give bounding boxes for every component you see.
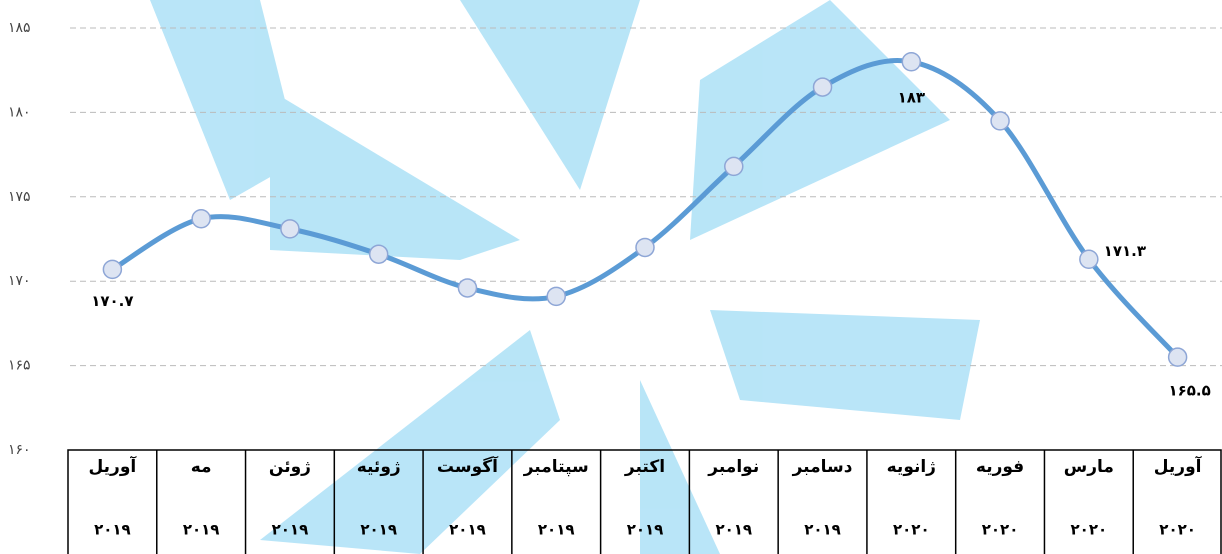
- y-tick-label: ۱۷۰: [8, 273, 31, 289]
- x-tick-label: آوریل: [89, 455, 138, 477]
- value-label: ۱۶۵.۵: [1168, 382, 1210, 400]
- x-tick-label: ژانویه: [887, 457, 936, 477]
- x-tick-label: آگوست: [437, 455, 499, 477]
- x-tick-year: ۲۰۱۹: [360, 521, 397, 539]
- x-tick-year: ۲۰۲۰: [982, 521, 1019, 539]
- x-tick-year: ۲۰۲۰: [1071, 521, 1108, 539]
- table-frame: [67, 449, 1222, 554]
- y-tick-label: ۱۷۵: [8, 189, 31, 205]
- x-tick-label: نوامبر: [707, 457, 759, 477]
- x-tick-year: ۲۰۲۰: [893, 521, 930, 539]
- point: [635, 237, 655, 258]
- point: [102, 259, 123, 280]
- x-tick-year: ۲۰۲۰: [1159, 521, 1196, 539]
- x-tick-year: ۲۰۱۹: [538, 521, 575, 539]
- x-tick-year: ۲۰۱۹: [449, 521, 486, 539]
- x-tick-label: فوریه: [976, 457, 1024, 477]
- point: [191, 208, 211, 229]
- x-tick-label: مارس: [1064, 457, 1114, 477]
- y-tick-label: ۱۸۰: [8, 104, 31, 120]
- x-tick-label: دسامبر: [792, 457, 853, 477]
- x-tick-year: ۲۰۱۹: [272, 521, 309, 539]
- x-tick-label: مه: [191, 457, 212, 477]
- value-label: ۱۷۱.۳: [1104, 242, 1146, 260]
- x-tick-label: آوریل: [1154, 455, 1203, 477]
- x-tick-label: اکتبر: [624, 457, 665, 477]
- x-tick-year: ۲۰۱۹: [183, 521, 220, 539]
- point: [724, 156, 744, 177]
- x-tick-year: ۲۰۱۹: [94, 521, 131, 539]
- point: [1167, 347, 1188, 367]
- value-label: ۱۷۰.۷: [91, 292, 133, 310]
- watermark: [150, 0, 980, 554]
- x-tick-label: سپتامبر: [523, 457, 589, 477]
- point: [368, 244, 389, 264]
- point: [546, 286, 566, 307]
- x-tick-year: ۲۰۱۹: [627, 521, 664, 539]
- y-tick-label: ۱۶۵: [8, 358, 31, 374]
- x-tick-year: ۲۰۱۹: [804, 521, 841, 539]
- value-label: ۱۸۳: [898, 88, 925, 106]
- y-tick-label: ۱۶۰: [8, 442, 31, 458]
- x-tick-year: ۲۰۱۹: [715, 521, 752, 539]
- x-tick-label: ژوئن: [269, 457, 311, 477]
- point: [1079, 249, 1099, 270]
- y-tick-label: ۱۸۵: [8, 20, 31, 36]
- x-tick-label: ژوئیه: [357, 457, 401, 477]
- point: [280, 219, 300, 239]
- point: [901, 52, 922, 72]
- point: [990, 111, 1010, 131]
- point: [457, 278, 478, 298]
- point: [812, 77, 833, 97]
